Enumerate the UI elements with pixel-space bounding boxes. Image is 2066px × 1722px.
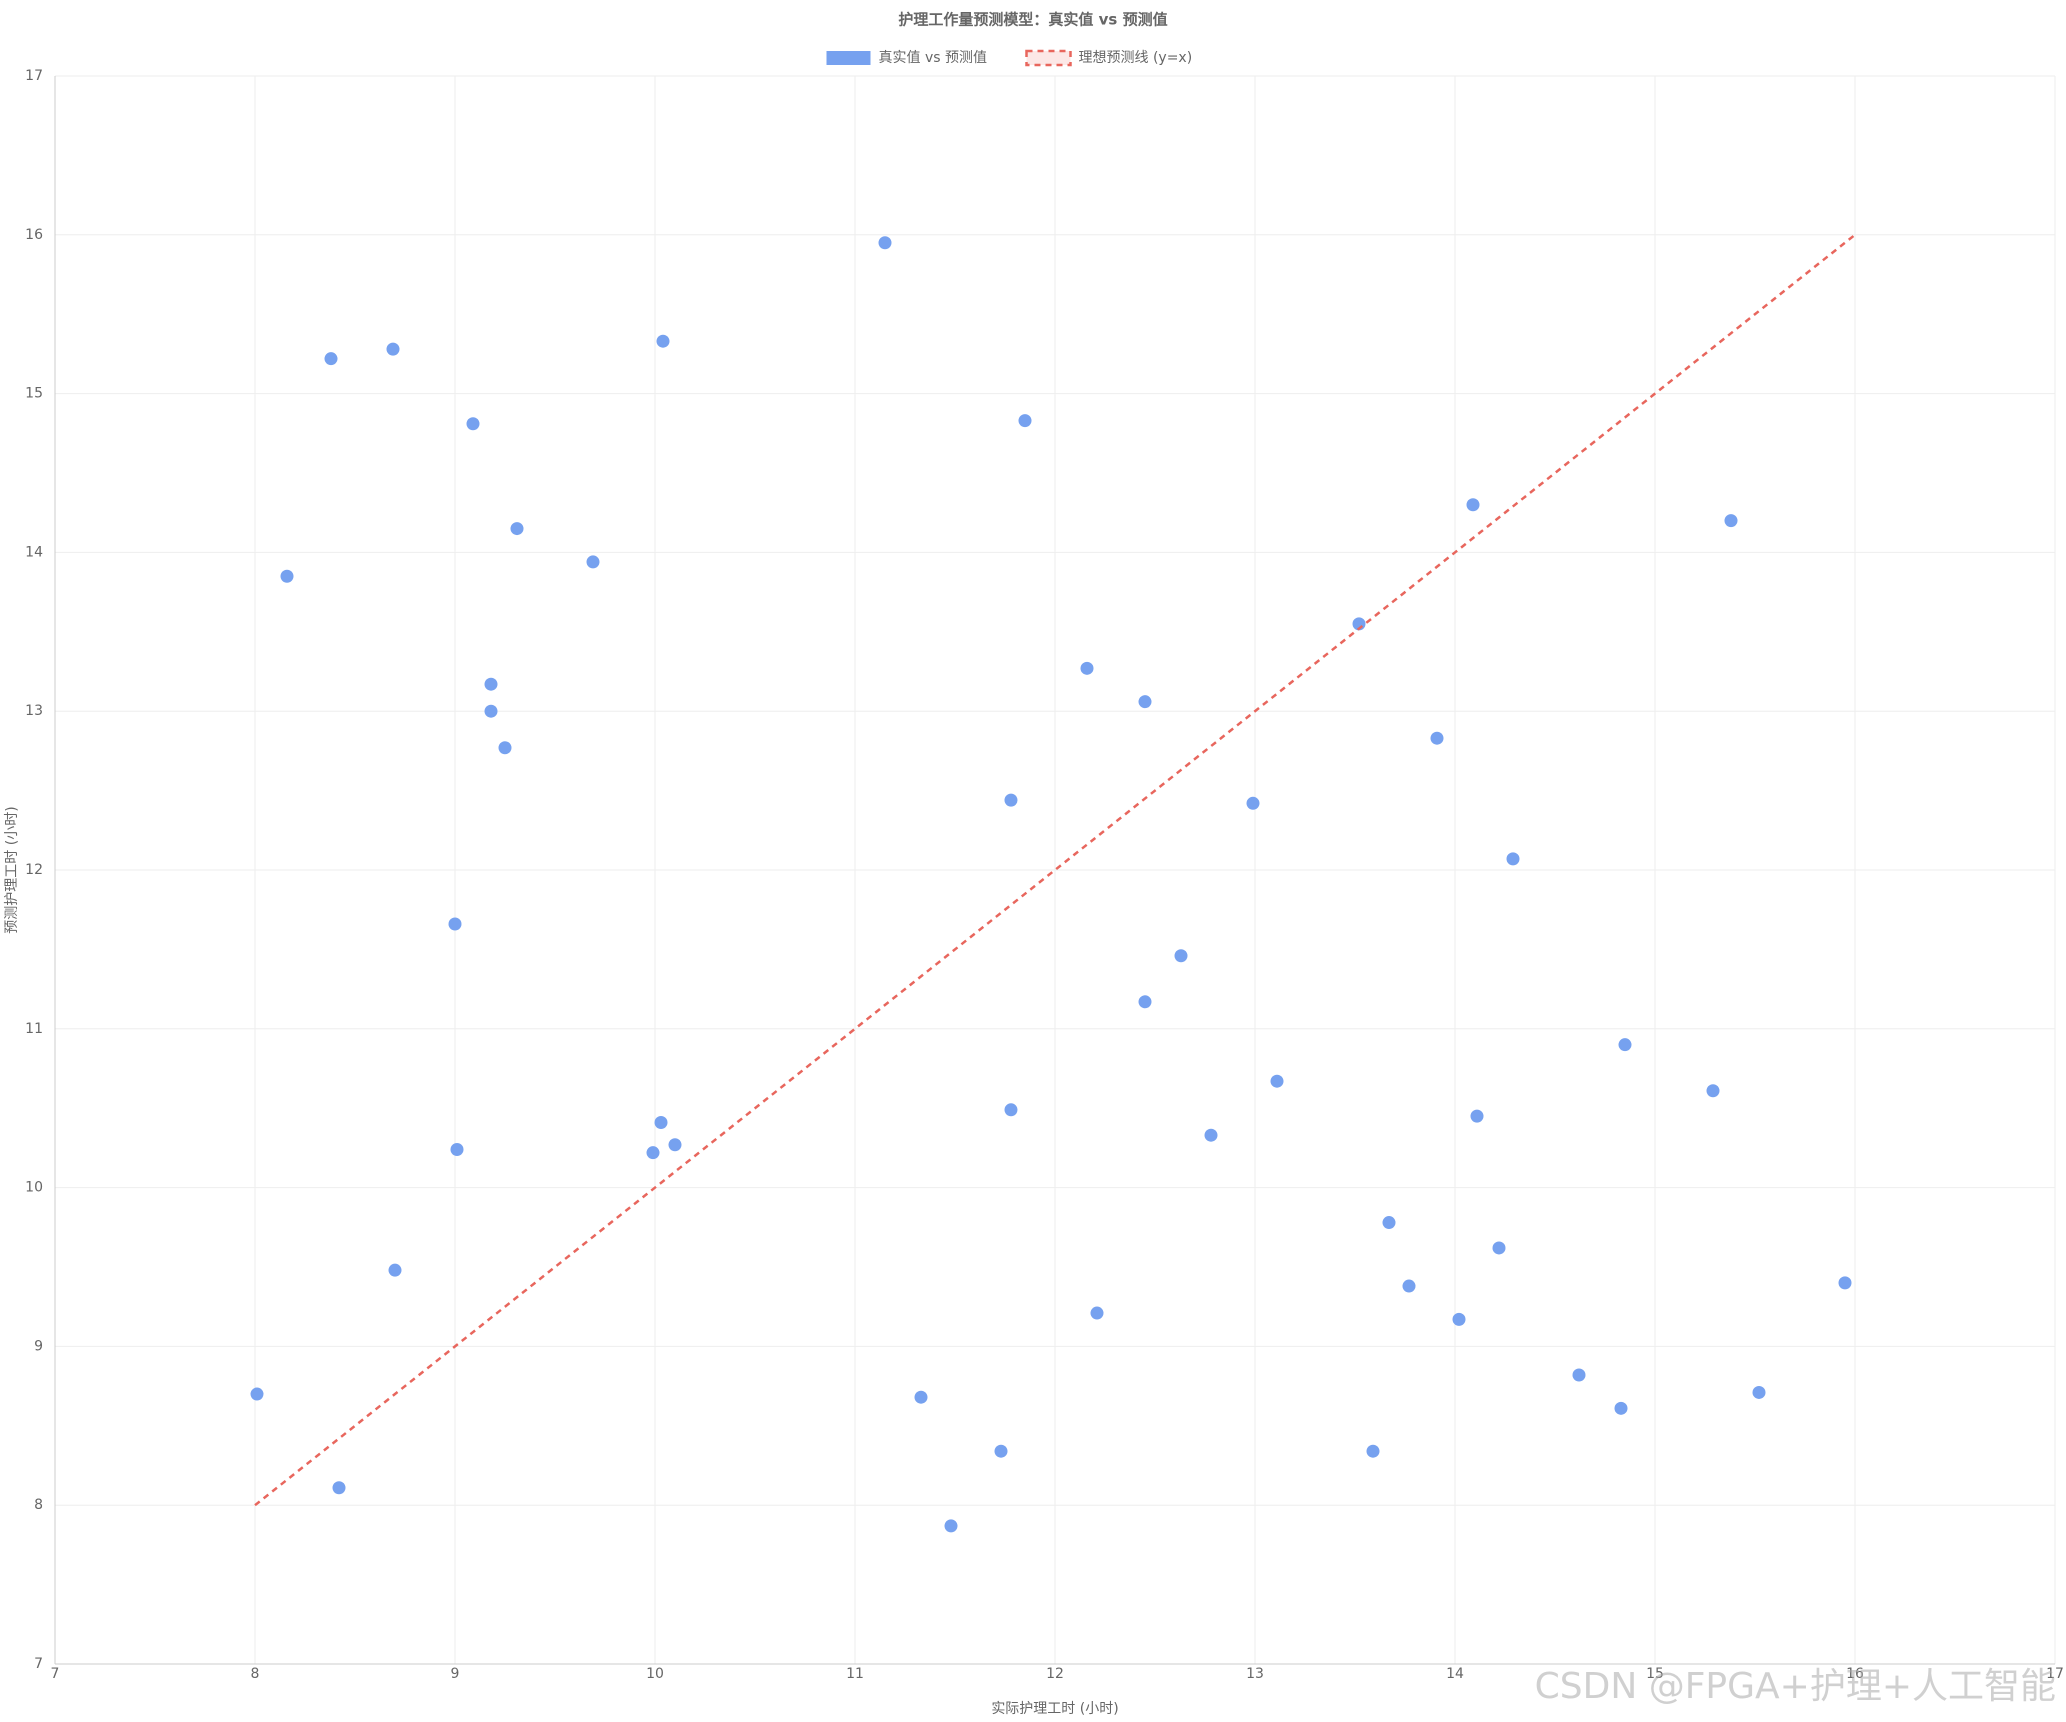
point	[1004, 1103, 1018, 1117]
point	[1724, 514, 1738, 528]
legend-label: 真实值 vs 预测值	[879, 50, 987, 66]
x-tick-label: 17	[2046, 1666, 2064, 1682]
legend-swatch	[1025, 49, 1072, 67]
x-tick-label: 11	[846, 1666, 864, 1682]
x-tick-label: 13	[1246, 1666, 1264, 1682]
x-tick-label: 12	[1046, 1666, 1064, 1682]
point	[1572, 1368, 1586, 1382]
x-tick-label: 14	[1446, 1666, 1464, 1682]
y-tick-label: 8	[34, 1497, 43, 1513]
point	[1466, 498, 1480, 512]
y-tick-label: 10	[25, 1180, 43, 1196]
point	[646, 1146, 660, 1160]
point	[878, 236, 892, 250]
point	[1138, 695, 1152, 709]
x-tick-label: 7	[51, 1666, 60, 1682]
point	[586, 555, 600, 569]
legend-swatch	[826, 51, 871, 65]
point	[498, 741, 512, 755]
point	[448, 917, 462, 931]
point	[1018, 414, 1032, 428]
point	[656, 334, 670, 348]
point	[1752, 1385, 1766, 1399]
point	[1470, 1109, 1484, 1123]
x-tick-label: 16	[1846, 1666, 1864, 1682]
point	[914, 1390, 928, 1404]
point	[1618, 1038, 1632, 1052]
y-tick-label: 17	[25, 68, 43, 84]
point	[1366, 1444, 1380, 1458]
point	[484, 704, 498, 718]
point	[332, 1481, 346, 1495]
point	[1430, 731, 1444, 745]
point	[654, 1115, 668, 1129]
y-axis-label: 预测护理工时 (小时)	[4, 806, 20, 933]
point	[1246, 796, 1260, 810]
point	[280, 569, 294, 583]
point	[994, 1444, 1008, 1458]
point	[510, 522, 524, 536]
y-tick-label: 7	[34, 1656, 43, 1672]
point	[1402, 1279, 1416, 1293]
point	[1506, 852, 1520, 866]
point	[1004, 793, 1018, 807]
watermark: CSDN @FPGA+护理+人工智能	[1535, 1666, 2056, 1707]
point	[1204, 1128, 1218, 1142]
point	[324, 352, 338, 366]
x-tick-label: 10	[646, 1666, 664, 1682]
y-tick-label: 13	[25, 703, 43, 719]
point	[1614, 1401, 1628, 1415]
point	[1492, 1241, 1506, 1255]
point	[1838, 1276, 1852, 1290]
y-tick-label: 9	[34, 1338, 43, 1354]
point	[388, 1263, 402, 1277]
point	[1080, 661, 1094, 675]
x-tick-label: 15	[1646, 1666, 1664, 1682]
point	[386, 342, 400, 356]
point	[484, 677, 498, 691]
point	[450, 1142, 464, 1156]
point	[944, 1519, 958, 1533]
point	[466, 417, 480, 431]
point	[1090, 1306, 1104, 1320]
point	[1452, 1312, 1466, 1326]
x-tick-label: 9	[451, 1666, 460, 1682]
point	[1382, 1216, 1396, 1230]
y-tick-label: 16	[25, 227, 43, 243]
chart-title: 护理工作量预测模型：真实值 vs 预测值	[898, 11, 1167, 29]
y-tick-label: 11	[25, 1021, 43, 1037]
y-tick-label: 12	[25, 862, 43, 878]
scatter-series	[250, 236, 1852, 1533]
x-axis-label: 实际护理工时 (小时)	[991, 1701, 1118, 1717]
point	[1174, 949, 1188, 963]
x-tick-label: 8	[251, 1666, 260, 1682]
point	[250, 1387, 264, 1401]
point	[668, 1138, 682, 1152]
legend-label: 理想预测线 (y=x)	[1079, 50, 1193, 66]
point	[1706, 1084, 1720, 1098]
point	[1270, 1074, 1284, 1088]
y-tick-label: 14	[25, 544, 43, 560]
y-tick-label: 15	[25, 386, 43, 402]
point	[1138, 995, 1152, 1009]
